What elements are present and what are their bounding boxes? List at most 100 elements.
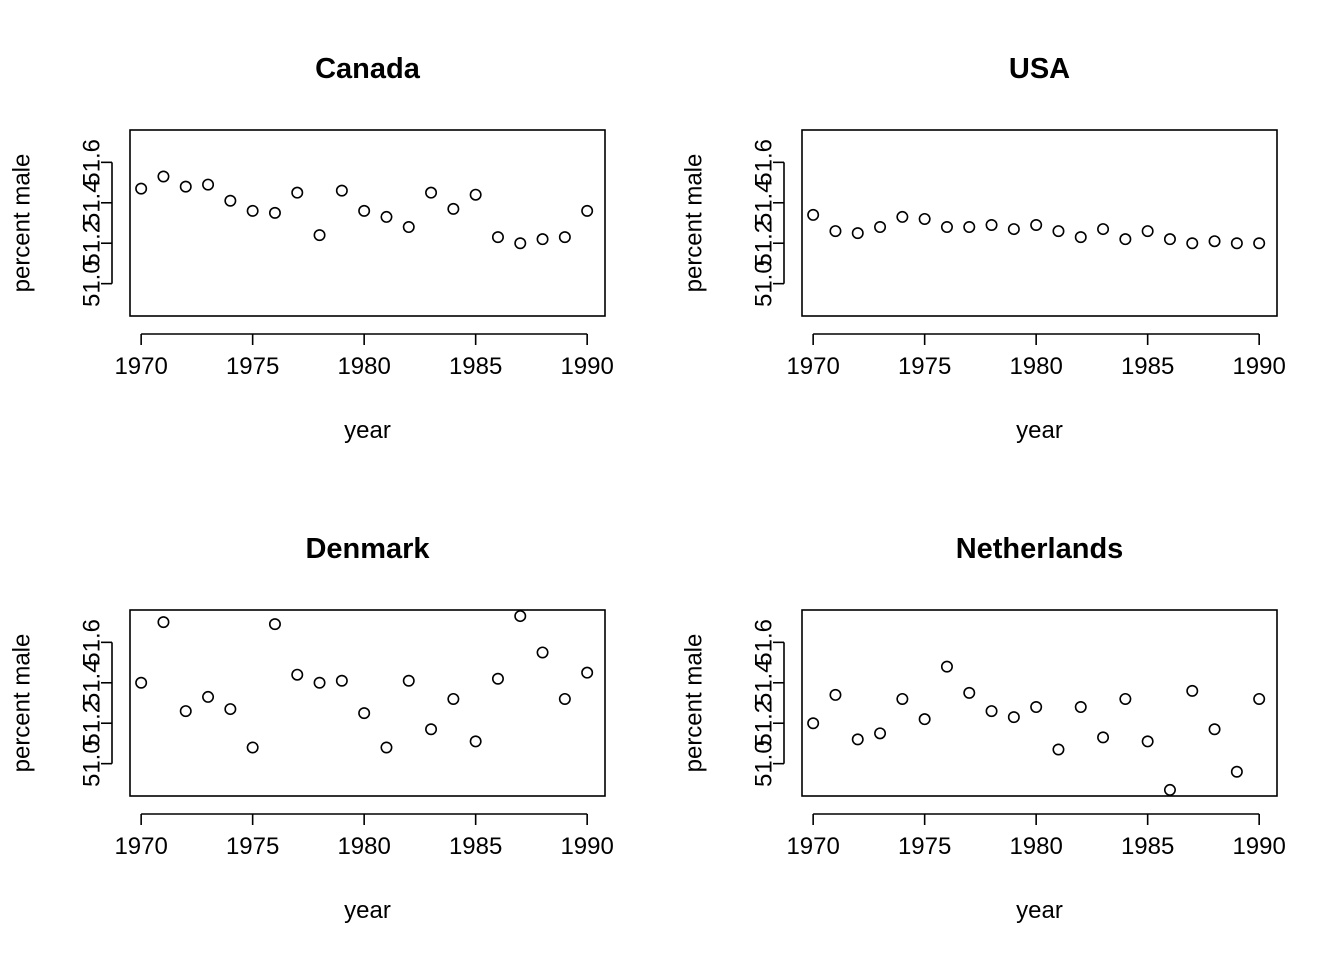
y-axis-label: percent male bbox=[9, 154, 36, 293]
data-point bbox=[918, 212, 931, 225]
panel-title: Netherlands bbox=[956, 533, 1124, 565]
x-tick-label: 1970 bbox=[786, 833, 839, 860]
panel-usa: USA 1970 1975 1980 1985 1990 year 51.051.251.45… bbox=[681, 53, 1286, 444]
y-tick-label: 51.0 bbox=[751, 260, 778, 307]
y-tick-label: 51.2 bbox=[79, 220, 106, 267]
data-point bbox=[1030, 701, 1043, 714]
data-point bbox=[135, 676, 148, 689]
data-point bbox=[558, 231, 571, 244]
data-point bbox=[1230, 237, 1243, 250]
data-point bbox=[291, 668, 304, 681]
data-point bbox=[514, 610, 527, 623]
data-point bbox=[1052, 743, 1065, 756]
data-point bbox=[335, 674, 348, 687]
data-point bbox=[851, 733, 864, 746]
data-point bbox=[246, 204, 259, 217]
data-point bbox=[469, 188, 482, 201]
data-point bbox=[1119, 233, 1132, 246]
x-tick-label: 1970 bbox=[786, 353, 839, 380]
x-tick-label: 1980 bbox=[337, 833, 390, 860]
data-point bbox=[179, 705, 192, 718]
x-tick-label: 1990 bbox=[1232, 353, 1285, 380]
y-axis-label: percent male bbox=[681, 154, 708, 293]
x-tick-label: 1970 bbox=[114, 353, 167, 380]
data-point bbox=[1007, 711, 1020, 724]
data-point bbox=[1186, 684, 1199, 697]
data-point bbox=[313, 676, 326, 689]
x-axis-label: year bbox=[1016, 417, 1063, 444]
data-point bbox=[179, 180, 192, 193]
x-axis-label: year bbox=[344, 417, 391, 444]
data-point bbox=[157, 170, 170, 183]
data-point bbox=[874, 727, 887, 740]
data-point bbox=[1074, 231, 1087, 244]
data-point bbox=[963, 686, 976, 699]
x-tick-label: 1980 bbox=[1009, 833, 1062, 860]
data-point bbox=[851, 227, 864, 240]
data-point bbox=[581, 666, 594, 679]
x-tick-label: 1975 bbox=[226, 353, 279, 380]
x-tick-label: 1990 bbox=[560, 353, 613, 380]
data-point bbox=[558, 692, 571, 705]
data-point bbox=[491, 231, 504, 244]
data-point bbox=[358, 707, 371, 720]
data-point bbox=[896, 210, 909, 223]
y-tick-label: 51.6 bbox=[79, 619, 106, 666]
data-point bbox=[1030, 219, 1043, 232]
panel-title: USA bbox=[1009, 53, 1070, 85]
data-point bbox=[807, 208, 820, 221]
data-point bbox=[402, 221, 415, 234]
data-point bbox=[940, 660, 953, 673]
y-tick-label: 51.6 bbox=[751, 619, 778, 666]
data-point bbox=[246, 741, 259, 754]
data-point bbox=[358, 204, 371, 217]
y-tick-label: 51.2 bbox=[79, 700, 106, 747]
data-point bbox=[202, 690, 215, 703]
x-axis-label: year bbox=[1016, 897, 1063, 924]
data-point bbox=[491, 672, 504, 685]
x-tick-label: 1985 bbox=[449, 833, 502, 860]
data-point bbox=[536, 233, 549, 246]
plot-frame bbox=[801, 129, 1278, 317]
data-point bbox=[313, 229, 326, 242]
data-point bbox=[581, 204, 594, 217]
data-point bbox=[447, 202, 460, 215]
data-point bbox=[469, 735, 482, 748]
y-tick-label: 51.6 bbox=[751, 139, 778, 186]
data-point bbox=[447, 692, 460, 705]
plot-frame bbox=[129, 129, 606, 317]
x-tick-label: 1985 bbox=[449, 353, 502, 380]
x-tick-label: 1990 bbox=[560, 833, 613, 860]
data-point bbox=[829, 688, 842, 701]
y-tick-label: 51.0 bbox=[751, 740, 778, 787]
data-point bbox=[335, 184, 348, 197]
x-tick-label: 1985 bbox=[1121, 353, 1174, 380]
data-point bbox=[402, 674, 415, 687]
y-tick-label: 51.2 bbox=[751, 220, 778, 267]
data-point bbox=[1208, 235, 1221, 248]
data-point bbox=[380, 210, 393, 223]
data-point bbox=[1052, 225, 1065, 238]
data-point bbox=[829, 225, 842, 238]
y-tick-label: 51.4 bbox=[751, 179, 778, 226]
data-point bbox=[918, 713, 931, 726]
data-point bbox=[1141, 225, 1154, 238]
x-tick-label: 1990 bbox=[1232, 833, 1285, 860]
x-tick-label: 1985 bbox=[1121, 833, 1174, 860]
data-point bbox=[380, 741, 393, 754]
data-point bbox=[985, 219, 998, 232]
data-point bbox=[1186, 237, 1199, 250]
data-point bbox=[1097, 731, 1110, 744]
x-tick-label: 1975 bbox=[226, 833, 279, 860]
y-tick-label: 51.4 bbox=[79, 659, 106, 706]
data-point bbox=[874, 221, 887, 234]
data-point bbox=[1230, 765, 1243, 778]
data-point bbox=[268, 206, 281, 219]
data-point bbox=[940, 221, 953, 234]
data-point bbox=[536, 646, 549, 659]
x-tick-label: 1980 bbox=[337, 353, 390, 380]
